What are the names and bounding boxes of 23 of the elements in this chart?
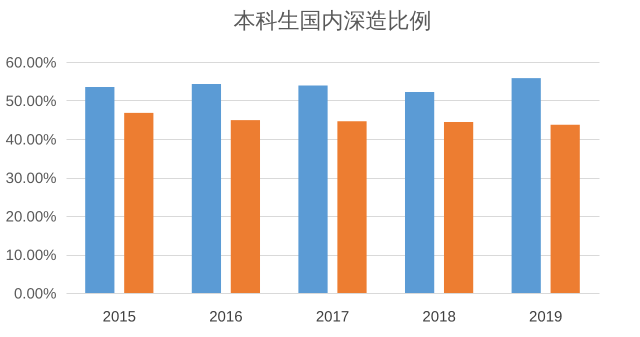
bar — [298, 85, 328, 293]
x-tick-label: 2015 — [102, 308, 136, 326]
bar — [444, 122, 474, 293]
bar — [337, 121, 367, 293]
y-tick-label: 40.00% — [6, 132, 56, 148]
y-tick-label: 60.00% — [6, 54, 56, 72]
bar — [124, 112, 154, 293]
bar — [230, 120, 260, 293]
y-tick-label: 30.00% — [6, 170, 56, 187]
x-tick-label: 2016 — [209, 308, 243, 326]
chart-title: 本科生国内深造比例 — [234, 8, 432, 33]
bar — [85, 87, 114, 293]
x-tick-label: 2018 — [422, 308, 456, 326]
x-tick-label: 2017 — [316, 308, 350, 326]
x-tick-label: 2019 — [529, 308, 562, 326]
y-tick-label: 10.00% — [6, 247, 56, 264]
bar — [192, 84, 222, 293]
y-tick-label: 50.00% — [6, 93, 56, 110]
bar — [550, 124, 580, 293]
y-tick-label: 20.00% — [6, 208, 56, 226]
bar — [404, 92, 434, 293]
y-tick-label: 0.00% — [14, 286, 56, 302]
bar — [512, 78, 541, 293]
